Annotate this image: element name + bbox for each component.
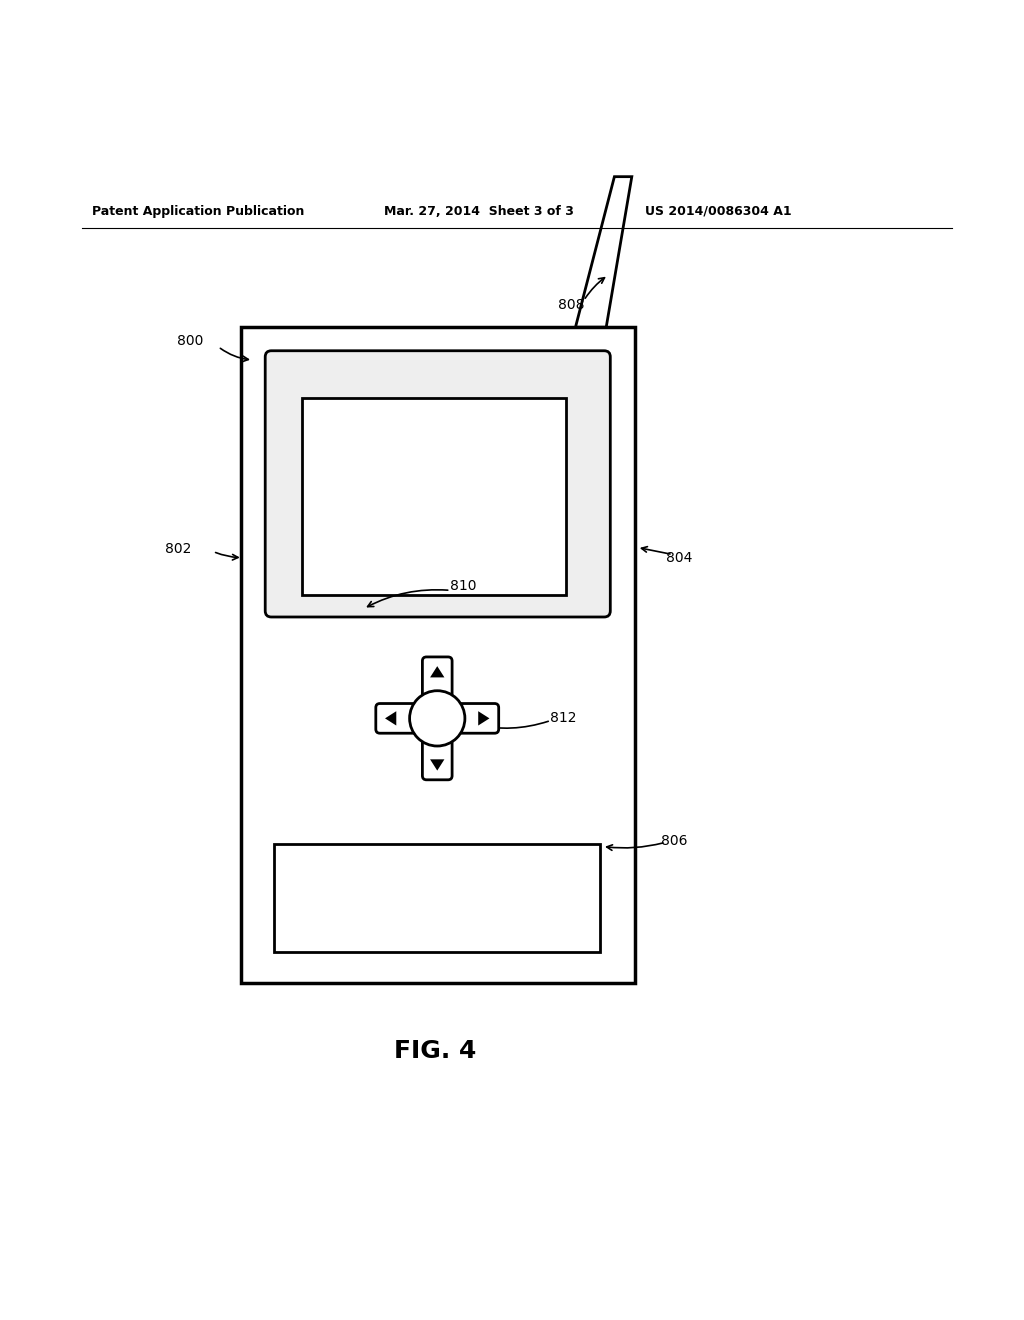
Bar xyxy=(302,397,566,595)
Text: 808: 808 xyxy=(558,298,585,312)
FancyBboxPatch shape xyxy=(452,704,499,733)
Text: 800: 800 xyxy=(177,334,204,347)
FancyBboxPatch shape xyxy=(422,657,453,704)
Text: 804: 804 xyxy=(666,550,692,565)
Polygon shape xyxy=(478,711,489,726)
FancyBboxPatch shape xyxy=(422,733,453,780)
Circle shape xyxy=(410,690,465,746)
FancyBboxPatch shape xyxy=(265,351,610,616)
Text: 802: 802 xyxy=(165,543,191,557)
Polygon shape xyxy=(575,177,632,327)
Bar xyxy=(274,845,600,952)
Bar xyxy=(241,327,635,982)
Text: Mar. 27, 2014  Sheet 3 of 3: Mar. 27, 2014 Sheet 3 of 3 xyxy=(384,205,573,218)
Polygon shape xyxy=(385,711,396,726)
Text: FIG. 4: FIG. 4 xyxy=(394,1039,476,1063)
Text: 806: 806 xyxy=(660,834,687,849)
Text: Patent Application Publication: Patent Application Publication xyxy=(92,205,304,218)
FancyBboxPatch shape xyxy=(376,704,423,733)
Text: 812: 812 xyxy=(550,711,577,726)
Polygon shape xyxy=(430,667,444,677)
Polygon shape xyxy=(430,759,444,771)
Text: 810: 810 xyxy=(450,579,476,593)
Text: US 2014/0086304 A1: US 2014/0086304 A1 xyxy=(645,205,792,218)
